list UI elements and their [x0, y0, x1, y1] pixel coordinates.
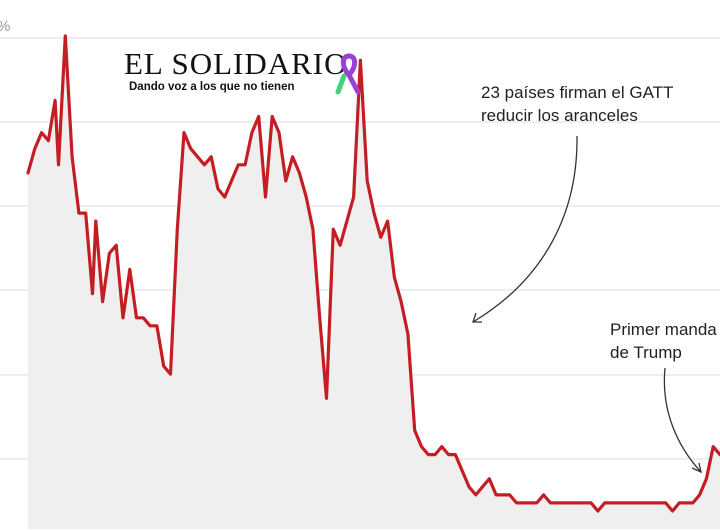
annotation-trump-line-2: de Trump — [610, 343, 682, 362]
logo-tagline: Dando voz a los que no tienen — [129, 81, 295, 93]
annotation-gatt-line-1: 23 países firman el GATT — [481, 83, 673, 102]
annotation-trump-arrow — [663, 367, 702, 473]
annotation-gatt-line-2: reducir los aranceles — [481, 106, 638, 125]
logo-title: EL SOLIDARIO — [124, 46, 348, 81]
annotation-trump-arrowhead — [691, 462, 702, 474]
annotation-gatt-arrow — [472, 135, 578, 323]
annotation-trump-line-1: Primer manda — [610, 320, 717, 339]
y-tick-unit: % — [0, 18, 10, 35]
annotation-trump: Primer manda de Trump — [610, 320, 717, 474]
annotation-gatt: 23 países firman el GATT reducir los ara… — [472, 83, 673, 323]
annotation-gatt-arrowhead — [472, 312, 482, 323]
awareness-ribbon-icon — [335, 53, 361, 95]
series-line — [26, 34, 720, 513]
series-area — [28, 36, 720, 529]
